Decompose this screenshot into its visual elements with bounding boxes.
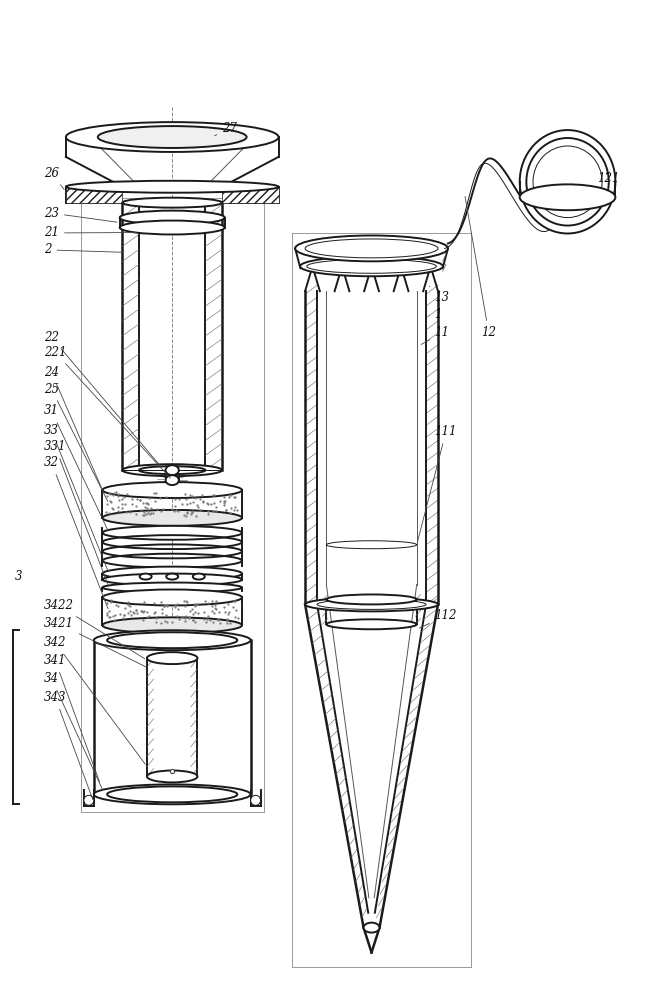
Ellipse shape [66,122,279,152]
Ellipse shape [307,259,436,273]
Ellipse shape [139,574,151,580]
Ellipse shape [103,482,242,498]
Ellipse shape [139,466,206,474]
Text: 33: 33 [44,424,108,571]
Text: 343: 343 [44,691,93,800]
Text: 23: 23 [44,207,117,222]
Ellipse shape [166,574,178,580]
Ellipse shape [103,589,242,605]
Polygon shape [66,187,123,203]
Ellipse shape [165,465,179,475]
Ellipse shape [300,256,443,276]
Text: 3: 3 [15,570,22,583]
Ellipse shape [120,221,224,234]
Ellipse shape [326,541,417,549]
Ellipse shape [147,770,198,782]
Text: 12: 12 [465,196,496,339]
Ellipse shape [103,617,242,633]
Ellipse shape [123,198,222,208]
Text: 22: 22 [44,331,160,466]
Ellipse shape [364,923,379,933]
Ellipse shape [103,526,242,540]
Text: 331: 331 [44,440,108,585]
Ellipse shape [165,475,179,485]
Text: 31: 31 [44,404,108,530]
Ellipse shape [251,795,261,805]
Ellipse shape [326,619,417,629]
Text: 121: 121 [598,172,620,185]
Ellipse shape [193,574,205,580]
Text: 111: 111 [417,425,457,542]
Ellipse shape [103,574,242,586]
Text: 26: 26 [44,167,64,190]
Ellipse shape [120,211,224,225]
Ellipse shape [326,594,417,604]
Ellipse shape [305,239,438,258]
Polygon shape [222,187,279,203]
Ellipse shape [295,235,448,261]
Text: 3422: 3422 [44,599,145,659]
Text: 221: 221 [44,346,170,478]
Ellipse shape [107,786,237,802]
Text: 342: 342 [44,636,145,764]
Ellipse shape [305,597,438,611]
Ellipse shape [66,181,279,193]
Ellipse shape [520,130,616,233]
Ellipse shape [103,583,242,592]
Ellipse shape [533,146,602,218]
Ellipse shape [103,567,242,581]
Ellipse shape [103,510,242,526]
Text: 21: 21 [44,226,136,239]
Text: 112: 112 [419,609,457,628]
Text: 341: 341 [44,654,100,782]
Ellipse shape [98,126,247,148]
Text: 32: 32 [44,456,108,609]
Ellipse shape [123,464,222,476]
Ellipse shape [94,630,251,650]
Text: 3421: 3421 [44,617,146,667]
Ellipse shape [147,652,198,664]
Ellipse shape [107,632,237,648]
Text: 27: 27 [214,122,237,136]
Text: 1: 1 [429,308,442,321]
Text: 2: 2 [44,243,123,256]
Ellipse shape [94,784,251,804]
Ellipse shape [527,138,609,226]
Ellipse shape [520,184,616,210]
Text: 34: 34 [44,672,103,790]
Text: 13: 13 [429,286,450,304]
Text: 24: 24 [44,366,101,488]
Text: 11: 11 [421,326,450,344]
Ellipse shape [317,599,426,609]
Ellipse shape [84,795,94,805]
Text: 25: 25 [44,383,108,501]
